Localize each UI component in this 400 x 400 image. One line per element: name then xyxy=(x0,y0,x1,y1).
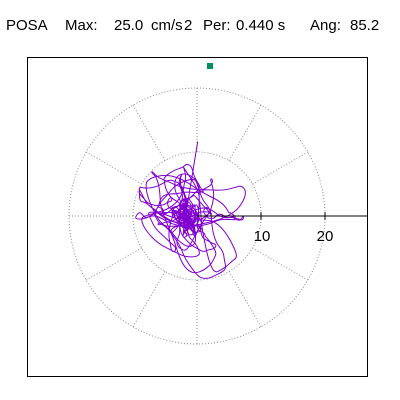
grid-spoke xyxy=(228,104,262,161)
ring-label-10: 10 xyxy=(254,228,271,245)
grid-spoke xyxy=(85,247,142,281)
period-value: 0.440 s xyxy=(236,17,286,34)
period-label: Per: xyxy=(203,17,231,34)
grid-spoke xyxy=(132,271,166,328)
grid-spoke xyxy=(252,247,309,281)
grid-spoke xyxy=(132,104,166,161)
motion-trace xyxy=(135,141,246,279)
plot-header: POSA Max: 25.0 cm/s 2 Per: 0.440 s Ang: … xyxy=(0,0,400,44)
angle-value: 85.2 xyxy=(350,17,380,34)
ring-label-20: 20 xyxy=(317,228,334,245)
plot-frame xyxy=(27,57,368,377)
station-code: POSA xyxy=(6,17,48,34)
grid-spoke xyxy=(85,151,142,185)
angle-label: Ang: xyxy=(310,17,341,34)
grid-spoke xyxy=(252,151,309,185)
max-unit-exponent: 2 xyxy=(184,17,193,34)
grid-spoke xyxy=(228,271,262,328)
max-unit: cm/s xyxy=(151,17,183,34)
trace-path xyxy=(135,141,246,279)
max-value: 25.0 xyxy=(114,17,144,34)
peak-marker xyxy=(207,63,213,69)
max-label: Max: xyxy=(65,17,98,34)
